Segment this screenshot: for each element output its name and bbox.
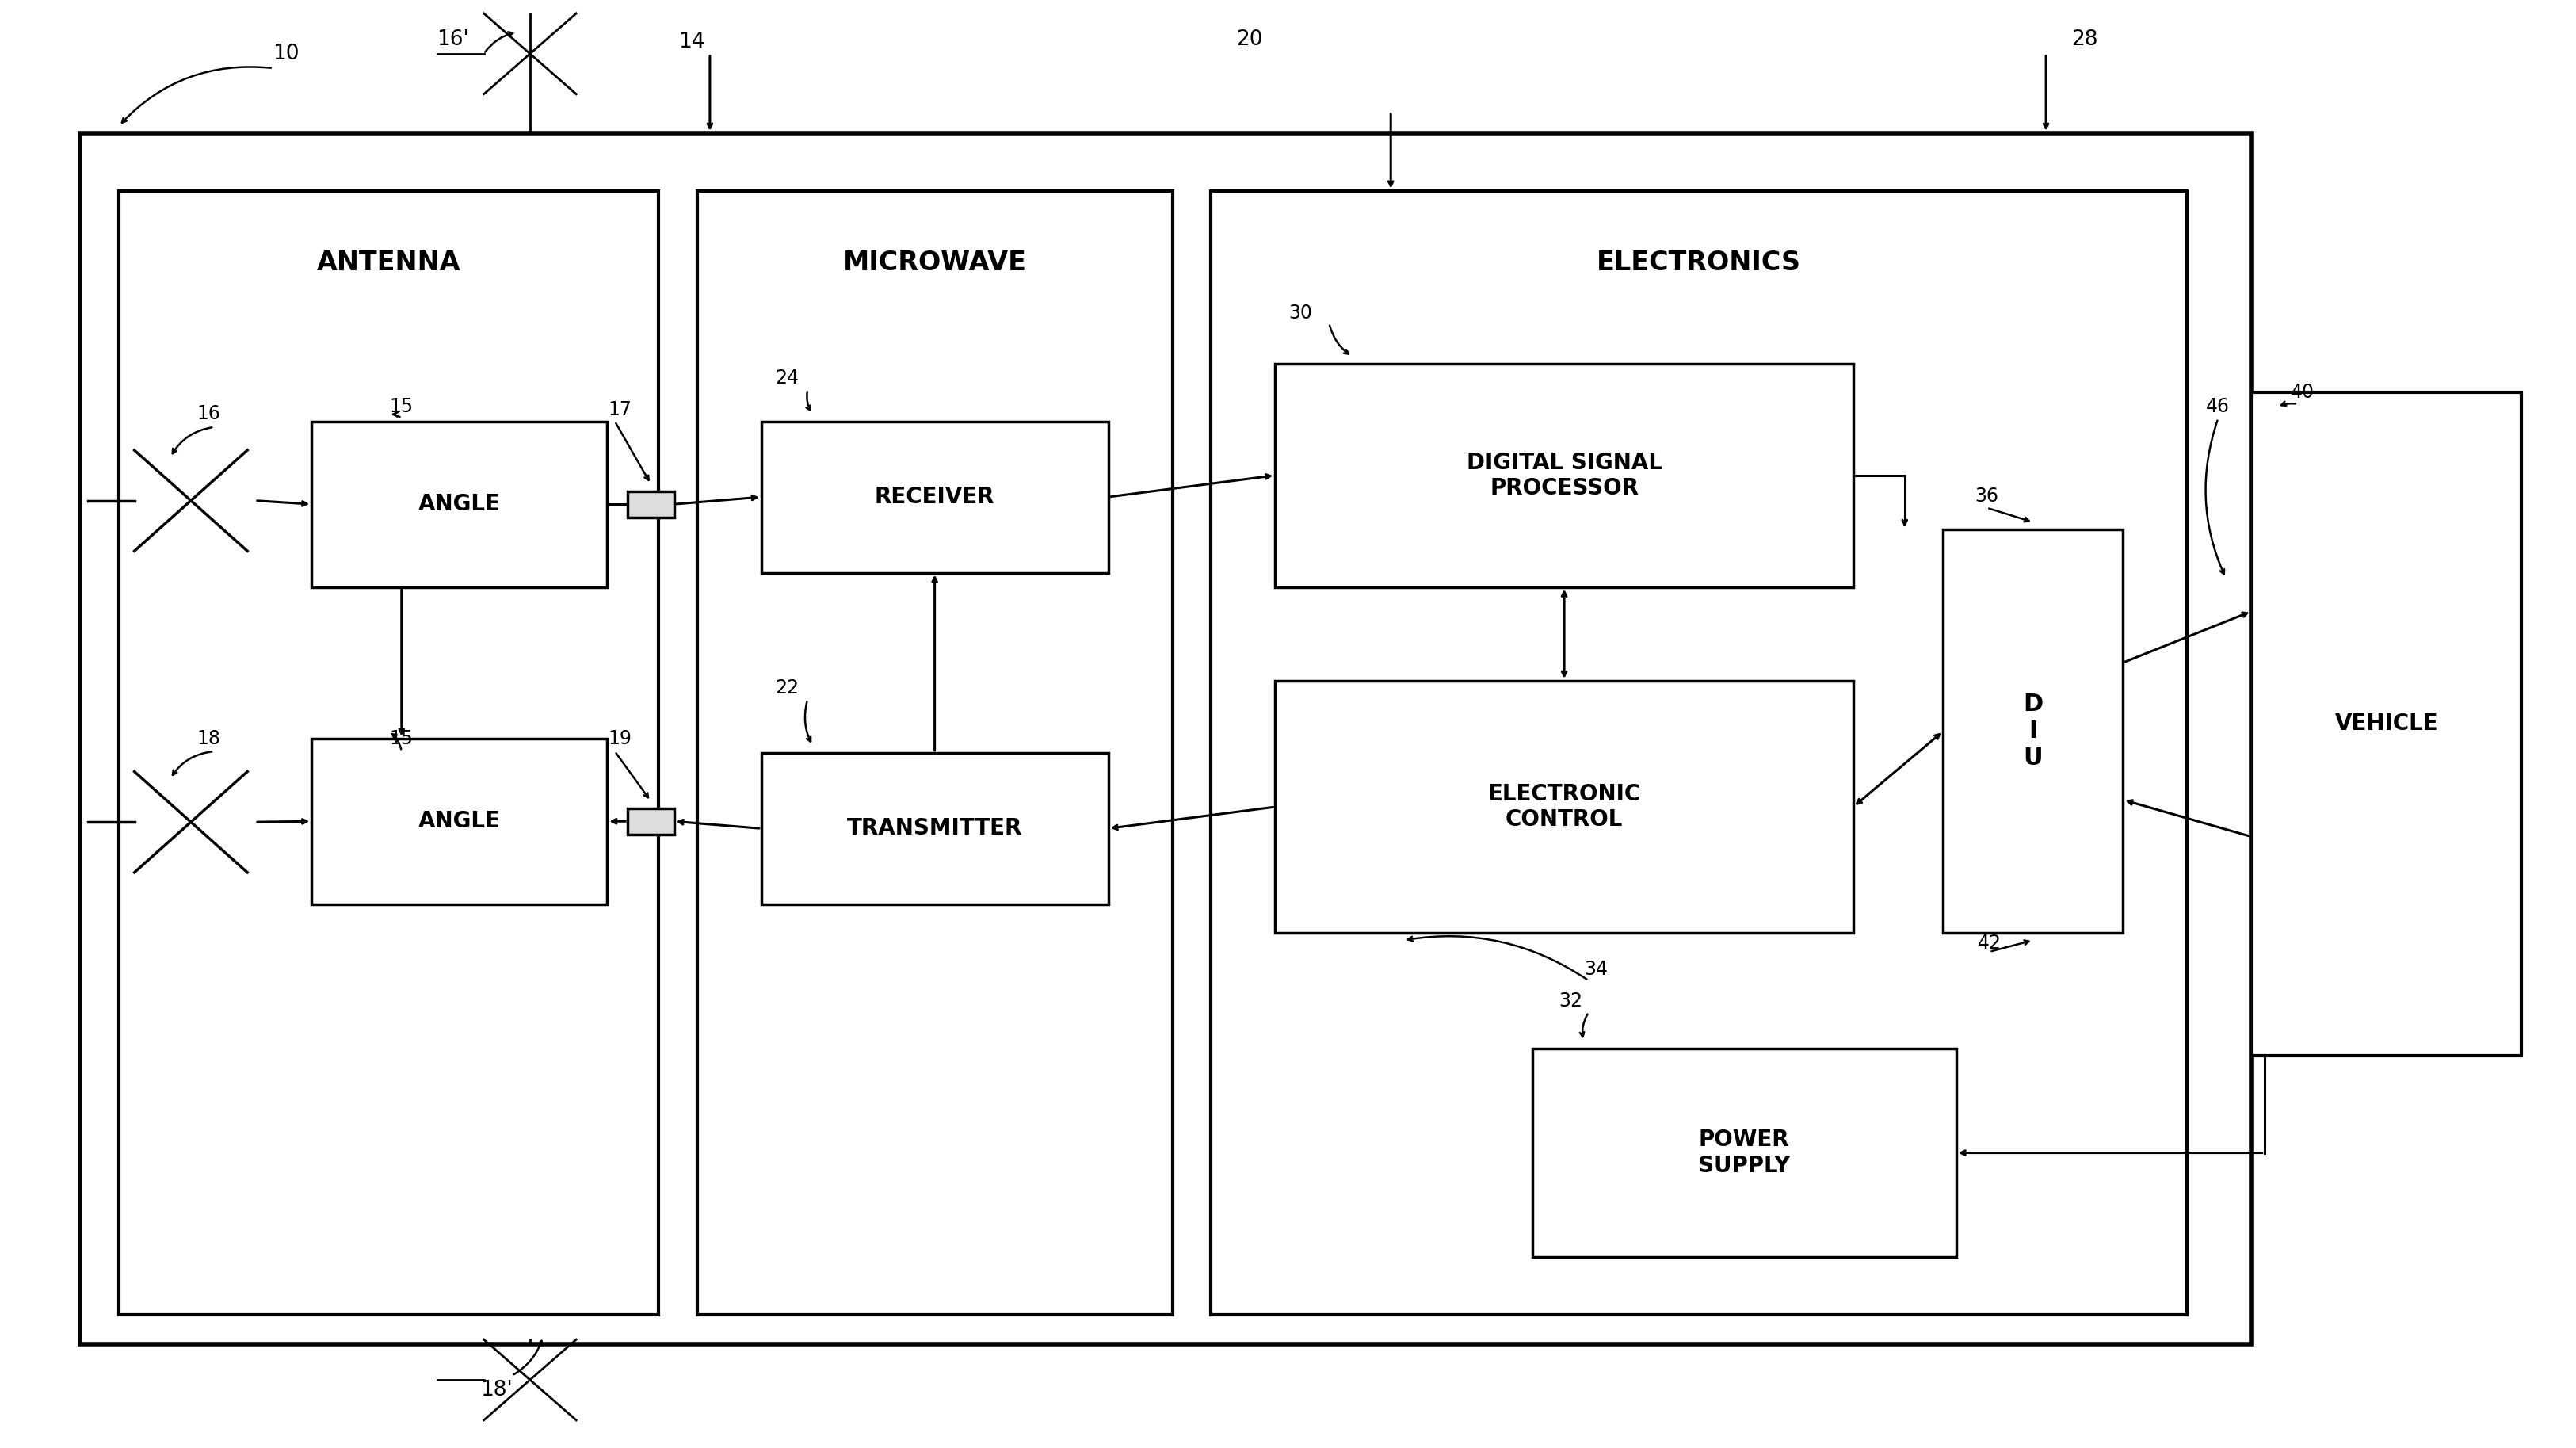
Text: ANGLE: ANGLE [417,811,500,833]
Text: 17: 17 [608,400,631,420]
Text: TRANSMITTER: TRANSMITTER [848,818,1023,840]
Text: 14: 14 [677,32,706,52]
Text: 42: 42 [1978,934,2002,953]
Text: MICROWAVE: MICROWAVE [842,249,1028,275]
Text: ELECTRONIC
CONTROL: ELECTRONIC CONTROL [1489,783,1641,831]
Text: 40: 40 [2290,382,2316,403]
Text: 18: 18 [196,728,222,749]
Text: 36: 36 [1976,487,1999,505]
Text: 15: 15 [389,728,415,749]
Text: 18': 18' [482,1380,513,1400]
FancyBboxPatch shape [312,738,608,904]
Text: DIGITAL SIGNAL
PROCESSOR: DIGITAL SIGNAL PROCESSOR [1466,452,1662,500]
Text: 10: 10 [273,43,299,64]
FancyBboxPatch shape [2251,392,2522,1056]
Text: 32: 32 [1558,992,1582,1011]
Text: VEHICLE: VEHICLE [2334,712,2437,736]
Text: 34: 34 [1584,960,1607,979]
Text: ELECTRONICS: ELECTRONICS [1597,249,1801,275]
Text: 30: 30 [1288,304,1314,323]
Text: 46: 46 [2205,397,2231,417]
FancyBboxPatch shape [1533,1048,1955,1257]
FancyBboxPatch shape [762,421,1108,572]
Text: POWER
SUPPLY: POWER SUPPLY [1698,1129,1790,1177]
FancyBboxPatch shape [1942,530,2123,933]
FancyBboxPatch shape [118,191,659,1315]
FancyBboxPatch shape [80,133,2251,1344]
Text: 22: 22 [775,679,799,698]
Text: 15: 15 [389,397,415,417]
Text: ANTENNA: ANTENNA [317,249,461,275]
Text: 16: 16 [196,404,222,424]
FancyBboxPatch shape [1275,363,1852,586]
FancyBboxPatch shape [629,491,675,517]
FancyBboxPatch shape [762,753,1108,904]
FancyBboxPatch shape [1211,191,2187,1315]
Text: 20: 20 [1236,29,1262,49]
Text: 19: 19 [608,728,631,749]
FancyBboxPatch shape [1275,681,1852,933]
Text: 28: 28 [2071,29,2097,49]
Text: D
I
U: D I U [2022,694,2043,769]
Text: ANGLE: ANGLE [417,494,500,515]
Text: 24: 24 [775,369,799,388]
Text: RECEIVER: RECEIVER [876,487,994,508]
FancyBboxPatch shape [698,191,1172,1315]
FancyBboxPatch shape [312,421,608,586]
Text: 16': 16' [438,29,469,49]
FancyBboxPatch shape [629,808,675,834]
